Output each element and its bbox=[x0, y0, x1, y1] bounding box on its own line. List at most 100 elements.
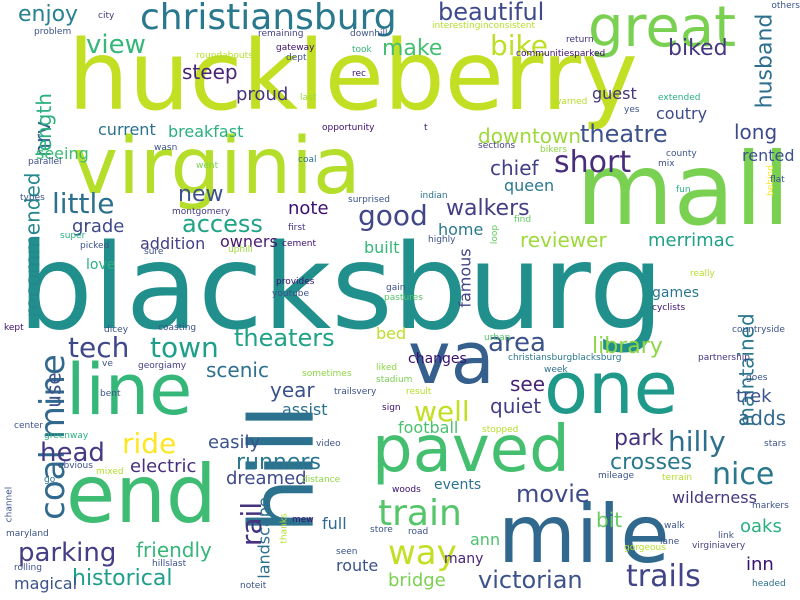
word: coutry bbox=[656, 104, 708, 123]
word: pastures bbox=[384, 293, 423, 303]
word: markers bbox=[752, 501, 789, 511]
word: owners bbox=[220, 232, 278, 251]
word: bikers bbox=[540, 145, 568, 155]
word: home bbox=[438, 220, 484, 239]
word: assist bbox=[282, 400, 328, 419]
word: wasn bbox=[154, 143, 178, 153]
word: area bbox=[488, 328, 546, 358]
word: access bbox=[182, 210, 263, 238]
word: greenway bbox=[44, 431, 89, 441]
word: goes bbox=[746, 373, 768, 383]
word: provides bbox=[276, 277, 315, 287]
word: new bbox=[178, 182, 224, 207]
word: ann bbox=[470, 530, 501, 549]
word: stadium bbox=[376, 375, 413, 385]
word: sign bbox=[382, 403, 401, 413]
word: current bbox=[98, 120, 156, 139]
word: famous bbox=[455, 248, 475, 308]
word: friendly bbox=[136, 538, 212, 562]
word: channel bbox=[4, 486, 15, 523]
word: magical bbox=[14, 574, 78, 593]
word: full bbox=[322, 514, 347, 533]
word: urban bbox=[484, 333, 511, 343]
word: changes bbox=[408, 351, 467, 367]
word: bit bbox=[596, 508, 623, 532]
word: lane bbox=[660, 537, 680, 547]
word: hillslast bbox=[152, 559, 187, 569]
word: virginia bbox=[72, 122, 361, 212]
word: week bbox=[544, 365, 568, 375]
word: library bbox=[592, 334, 663, 359]
word: extended bbox=[658, 93, 701, 103]
word: blacksburg bbox=[18, 218, 664, 356]
word: headed bbox=[752, 579, 786, 589]
word: trek bbox=[736, 386, 772, 407]
word: liked bbox=[376, 363, 398, 373]
word: see bbox=[510, 372, 546, 396]
word: line bbox=[66, 349, 193, 431]
word: montgomery bbox=[172, 207, 231, 217]
word: electric bbox=[130, 456, 197, 477]
word: historical bbox=[72, 566, 173, 591]
word: oaks bbox=[740, 516, 782, 537]
word: mix bbox=[658, 159, 675, 169]
word: obvious bbox=[58, 461, 93, 471]
word: rented bbox=[742, 146, 795, 165]
word: remaining bbox=[258, 29, 304, 39]
word: victorian bbox=[478, 566, 583, 594]
word: route bbox=[336, 556, 379, 575]
word: went bbox=[196, 161, 219, 171]
word: maryland bbox=[6, 529, 49, 539]
word: cement bbox=[282, 239, 317, 249]
word: rec bbox=[352, 69, 366, 79]
word: opportunity bbox=[322, 123, 375, 133]
word: use bbox=[41, 372, 66, 408]
word: ride bbox=[122, 427, 177, 460]
word: well bbox=[414, 395, 470, 428]
word: kept bbox=[4, 323, 24, 333]
word: christiansburgblacksburg bbox=[508, 353, 622, 363]
word: town bbox=[150, 331, 219, 364]
word: virginiavery bbox=[692, 541, 746, 551]
word: football bbox=[398, 418, 459, 437]
word: dept bbox=[286, 53, 307, 63]
word: communitiesparked bbox=[516, 49, 606, 59]
word: roundabouts bbox=[196, 51, 253, 61]
word: city bbox=[98, 11, 115, 21]
word: indian bbox=[420, 191, 448, 201]
word: little bbox=[52, 187, 115, 220]
word: way bbox=[388, 533, 457, 573]
word: beautiful bbox=[438, 0, 545, 26]
word: inn bbox=[746, 554, 774, 575]
word: runners bbox=[236, 450, 321, 475]
word: built bbox=[364, 238, 400, 257]
word: games bbox=[652, 285, 700, 301]
word: woods bbox=[392, 485, 421, 495]
word: coasting bbox=[158, 323, 197, 333]
word: gateway bbox=[276, 43, 315, 53]
word: noteit bbox=[240, 581, 267, 591]
word: problem bbox=[34, 27, 72, 37]
word: downtown bbox=[478, 124, 582, 148]
word: go bbox=[44, 475, 56, 485]
word: road bbox=[408, 527, 429, 537]
word: head bbox=[40, 438, 105, 468]
word: walk bbox=[664, 521, 685, 531]
word: many bbox=[444, 551, 484, 567]
word: merrimac bbox=[648, 230, 735, 251]
word: breakfast bbox=[168, 122, 244, 141]
word: yes bbox=[624, 105, 640, 115]
word: result bbox=[406, 387, 432, 397]
word: one bbox=[544, 346, 678, 430]
word: trailsvery bbox=[334, 387, 377, 397]
word: loop bbox=[490, 224, 501, 245]
word: mall bbox=[576, 131, 791, 248]
word: warned bbox=[554, 97, 588, 107]
word: flat bbox=[770, 175, 785, 185]
word: picked bbox=[80, 241, 110, 251]
word: uphill bbox=[228, 245, 253, 255]
word: georgiamy bbox=[138, 361, 187, 371]
word: tech bbox=[68, 331, 130, 364]
word: fun bbox=[676, 185, 691, 195]
word: landscape bbox=[254, 497, 274, 579]
